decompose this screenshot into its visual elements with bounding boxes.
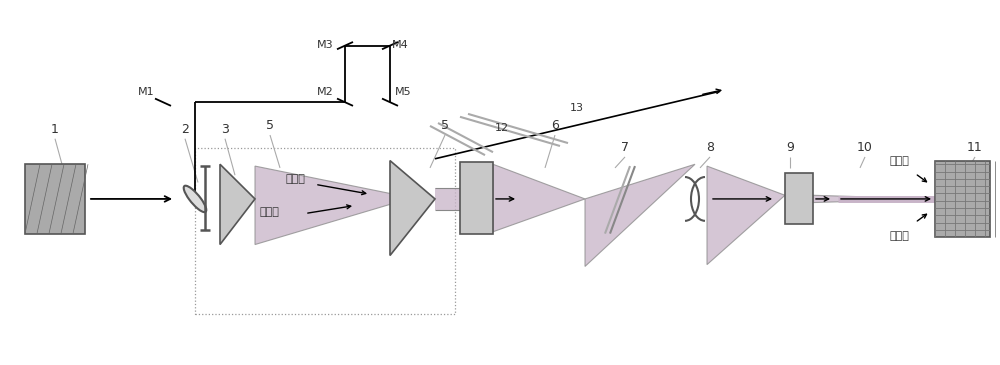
Polygon shape: [707, 166, 785, 265]
Text: 短波长: 短波长: [260, 207, 280, 217]
Text: 13: 13: [570, 103, 584, 113]
Polygon shape: [460, 188, 493, 210]
Bar: [25, 164, 85, 234]
Ellipse shape: [184, 186, 206, 212]
Bar: [935, 161, 990, 237]
Text: 5: 5: [266, 119, 274, 132]
Bar: [785, 173, 813, 224]
Text: 5: 5: [441, 119, 449, 132]
Polygon shape: [220, 164, 255, 245]
Text: 8: 8: [706, 141, 714, 154]
Text: 10: 10: [857, 141, 873, 154]
Bar: [460, 162, 493, 234]
Text: 1: 1: [51, 123, 59, 136]
Polygon shape: [785, 195, 813, 203]
Text: 长波长: 长波长: [285, 174, 305, 184]
Text: M4: M4: [392, 40, 409, 50]
Polygon shape: [585, 164, 695, 266]
Text: 短波长: 短波长: [890, 156, 910, 166]
Text: 3: 3: [221, 123, 229, 136]
Text: 7: 7: [621, 141, 629, 154]
Polygon shape: [813, 195, 935, 203]
Text: 6: 6: [551, 119, 559, 132]
Text: M1: M1: [138, 87, 155, 97]
Text: 2: 2: [181, 123, 189, 136]
Polygon shape: [255, 166, 435, 245]
Bar: [195, 148, 455, 314]
Text: 11: 11: [967, 141, 983, 154]
Text: M5: M5: [395, 87, 412, 97]
Bar: [25, 164, 85, 234]
Text: 12: 12: [495, 123, 509, 133]
Text: 9: 9: [786, 141, 794, 154]
Text: M3: M3: [317, 40, 334, 50]
Polygon shape: [435, 188, 460, 210]
Text: 长波长: 长波长: [890, 231, 910, 241]
Text: M2: M2: [317, 87, 334, 97]
Polygon shape: [390, 161, 435, 255]
Polygon shape: [493, 164, 585, 232]
